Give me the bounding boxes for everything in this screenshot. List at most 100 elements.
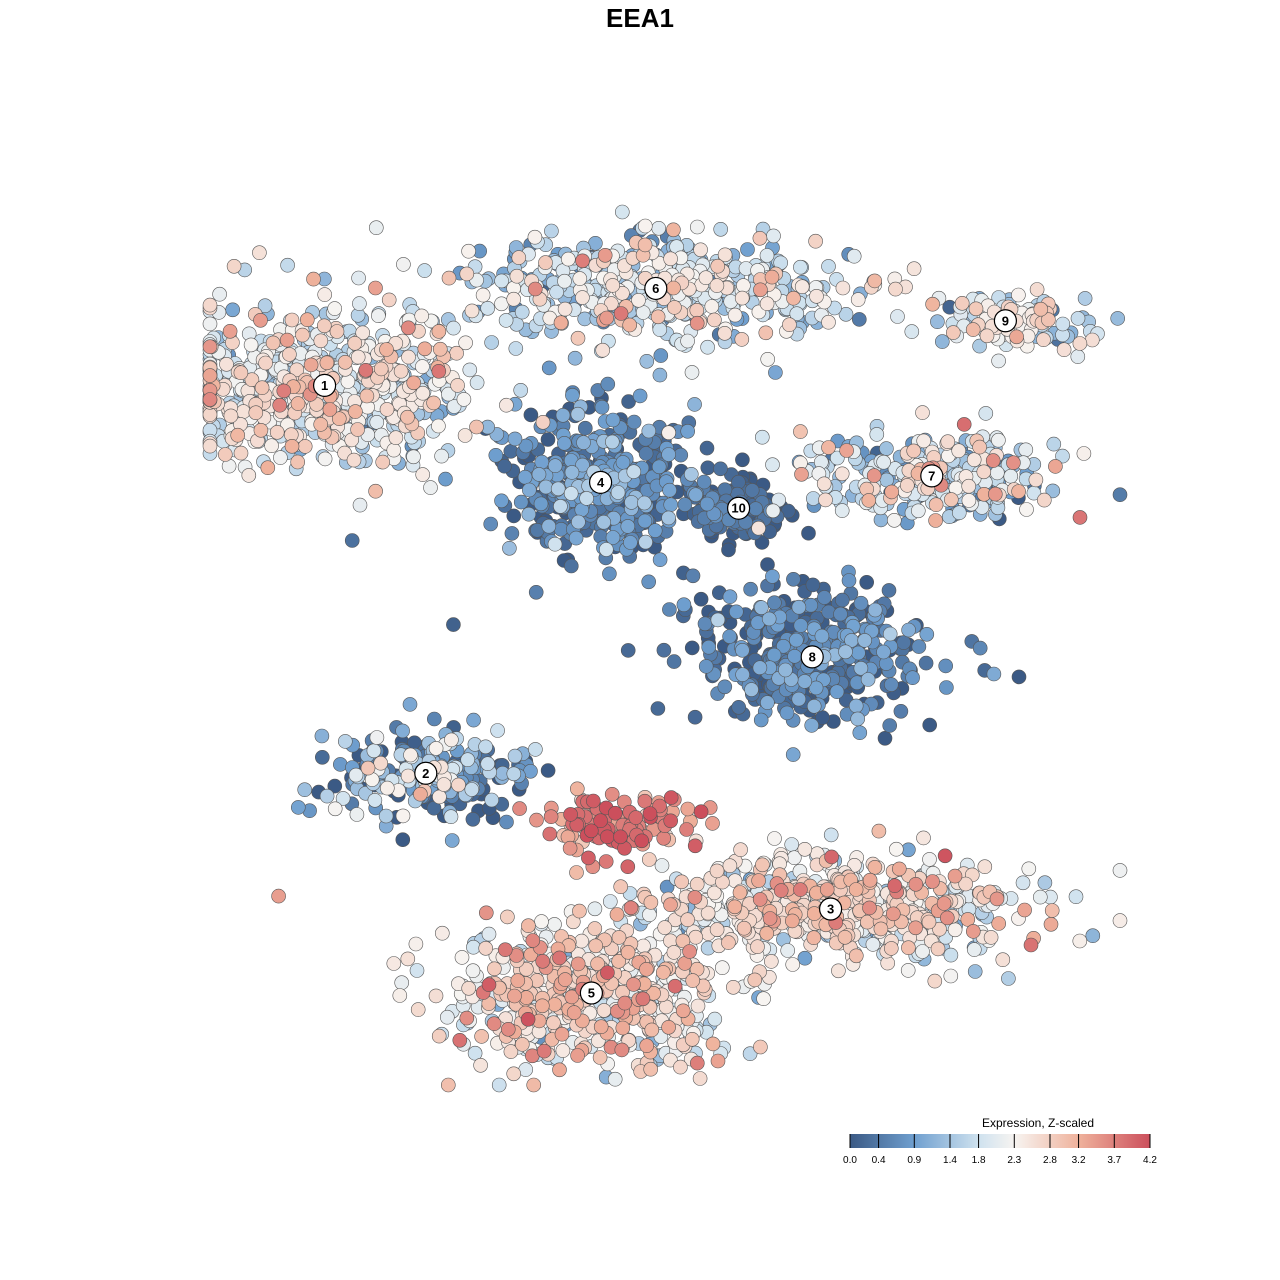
cell-point: [762, 911, 778, 926]
cell-point: [666, 222, 681, 238]
cell-point: [692, 1071, 708, 1086]
cell-point: [995, 952, 1011, 968]
cell-point: [358, 362, 374, 378]
cell-point: [927, 973, 943, 989]
cell-point: [947, 922, 963, 938]
cell-point: [819, 882, 835, 897]
cell-point: [348, 404, 363, 419]
cell-point: [457, 428, 473, 443]
cell-point: [734, 332, 750, 347]
cell-point: [767, 831, 782, 846]
cell-point: [439, 1009, 455, 1025]
cell-point: [841, 573, 857, 588]
cell-point: [915, 405, 930, 420]
cluster-label-text: 5: [588, 986, 595, 1001]
cell-point: [570, 956, 586, 972]
cell-point: [689, 1055, 705, 1071]
cell-point: [765, 503, 781, 519]
cell-point: [751, 520, 766, 536]
cell-point: [921, 914, 937, 930]
cell-point: [846, 248, 862, 264]
cell-point: [273, 450, 288, 465]
cell-point: [687, 709, 703, 725]
cell-point: [521, 482, 537, 498]
cell-point: [526, 1077, 542, 1093]
cell-point: [303, 357, 319, 373]
cell-point: [766, 228, 781, 244]
cell-point: [693, 242, 708, 258]
cell-point: [475, 287, 491, 303]
cell-point: [444, 833, 460, 848]
cell-point: [403, 747, 418, 763]
cell-point: [617, 995, 633, 1011]
cell-point: [1011, 484, 1026, 499]
cell-point: [1001, 971, 1016, 986]
cell-point: [444, 732, 459, 748]
cell-point: [900, 963, 916, 978]
cell-point: [253, 422, 269, 438]
cell-point: [698, 659, 714, 674]
cell-point: [1110, 311, 1125, 326]
cell-point: [867, 602, 883, 618]
cell-point: [248, 405, 264, 421]
cell-point: [637, 495, 652, 511]
cell-point: [452, 1033, 468, 1048]
cell-point: [527, 281, 543, 297]
cell-point: [650, 309, 666, 325]
cell-point: [417, 341, 433, 357]
cell-point: [731, 699, 747, 715]
cell-point: [225, 302, 240, 318]
cell-point: [905, 670, 920, 686]
cell-point: [514, 1037, 530, 1052]
cell-point: [752, 660, 768, 676]
cell-point: [592, 1050, 608, 1065]
cell-point: [638, 534, 653, 550]
cell-point: [379, 342, 394, 357]
cell-point: [271, 888, 286, 904]
cell-point: [663, 897, 678, 913]
cell-point: [759, 926, 775, 941]
cell-point: [793, 618, 809, 633]
cell-point: [368, 280, 383, 296]
cell-point: [639, 1038, 655, 1053]
cell-point: [462, 362, 478, 378]
cell-point: [688, 487, 704, 503]
cell-point: [523, 407, 539, 423]
cell-point: [1085, 928, 1101, 944]
cell-point: [569, 781, 585, 797]
cell-point: [735, 642, 750, 658]
cell-point: [776, 638, 791, 654]
cell-point: [908, 920, 923, 936]
cell-point: [925, 874, 940, 889]
cell-point: [236, 404, 251, 419]
cell-point: [663, 790, 679, 805]
cell-point: [402, 697, 418, 712]
cell-point: [663, 813, 679, 829]
cell-point: [916, 830, 931, 846]
cell-point: [893, 703, 909, 719]
cell-point: [443, 809, 459, 825]
cell-point: [834, 592, 850, 608]
cell-point: [451, 777, 466, 793]
cell-point: [620, 519, 636, 534]
cell-point: [768, 365, 783, 380]
cell-point: [431, 1028, 447, 1044]
cell-point: [611, 930, 627, 945]
legend-tick-label: 2.3: [1007, 1155, 1021, 1166]
cell-point: [885, 906, 901, 922]
cell-point: [919, 626, 935, 642]
cell-point: [265, 335, 281, 351]
cell-point: [438, 471, 453, 487]
cell-point: [431, 324, 447, 339]
cell-point: [639, 961, 654, 977]
cell-point: [373, 755, 389, 771]
cell-point: [871, 823, 887, 839]
cell-point: [513, 494, 529, 510]
cell-point: [667, 978, 683, 994]
cell-point: [697, 616, 713, 632]
cell-point: [506, 508, 522, 524]
cell-point: [744, 682, 759, 697]
cell-point: [806, 698, 822, 714]
cell-point: [860, 672, 876, 687]
